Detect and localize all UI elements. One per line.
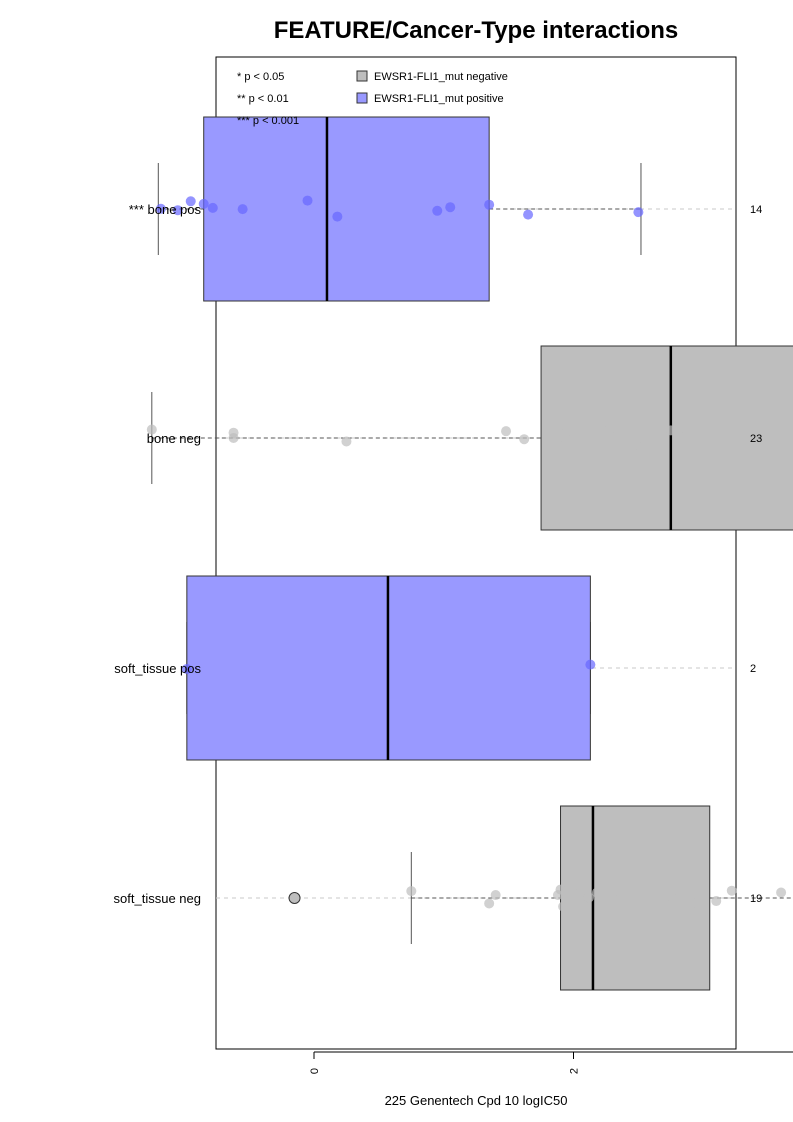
data-point — [574, 887, 585, 898]
chart-title: FEATURE/Cancer-Type interactions — [274, 17, 679, 44]
data-point — [674, 431, 685, 442]
data-point — [185, 196, 196, 207]
data-point — [490, 890, 501, 901]
significance-legend-item: *** p < 0.001 — [237, 115, 299, 127]
data-point — [484, 199, 495, 210]
data-point — [501, 426, 512, 437]
data-point — [633, 207, 644, 218]
data-point — [228, 427, 239, 438]
data-point — [604, 424, 615, 435]
data-point — [332, 211, 343, 222]
x-tick-label: 2 — [569, 1068, 581, 1074]
data-point — [555, 884, 566, 895]
data-point — [207, 202, 218, 213]
data-point — [665, 425, 676, 436]
data-point — [726, 885, 737, 896]
data-point — [691, 898, 702, 909]
x-axis: 0246 — [309, 1051, 793, 1074]
data-point — [198, 198, 209, 209]
significance-legend-item: ** p < 0.01 — [237, 93, 289, 105]
plot-frame — [215, 56, 737, 1050]
data-point — [613, 895, 624, 906]
data-point — [406, 886, 417, 897]
data-point — [155, 203, 166, 214]
legend-item-label: EWSR1-FLI1_mut negative — [374, 71, 508, 83]
legend-swatch — [356, 92, 368, 104]
data-point — [591, 887, 602, 898]
group-count: 19 — [750, 893, 762, 905]
group-label: soft_tissue pos — [114, 661, 201, 676]
data-point — [711, 896, 722, 907]
outlier-point — [288, 892, 301, 904]
significance-legend-item: * p < 0.05 — [237, 71, 284, 83]
data-point — [635, 442, 646, 453]
data-point — [146, 424, 157, 435]
legend-swatch — [356, 70, 368, 82]
data-point — [302, 195, 313, 206]
data-point — [341, 436, 352, 447]
data-point — [776, 887, 787, 898]
group-count: 23 — [750, 433, 762, 445]
label-layer: *** bone pos 14 bone neg 23 soft_tissue pos 2… — [114, 202, 763, 906]
data-point — [562, 426, 573, 437]
data-point — [585, 659, 596, 670]
data-point — [578, 900, 589, 911]
data-point — [432, 205, 443, 216]
box-iqr — [560, 805, 711, 991]
grid-layer — [216, 208, 736, 899]
group-label: soft_tissue neg — [114, 891, 201, 906]
group-label: bone neg — [147, 431, 201, 446]
data-point — [181, 663, 192, 674]
data-point — [584, 892, 595, 903]
x-axis-label: 225 Genentech Cpd 10 logIC50 — [385, 1093, 568, 1108]
data-point — [558, 901, 569, 912]
point-layer — [146, 195, 787, 912]
group-count: 2 — [750, 663, 756, 675]
box-iqr — [540, 345, 793, 531]
data-point — [519, 434, 530, 445]
legend: * p < 0.05 ** p < 0.01 *** p < 0.001 EWSR1-… — [237, 70, 508, 127]
group-label: *** bone pos — [129, 202, 202, 217]
data-point — [552, 432, 563, 443]
x-tick-label: 0 — [309, 1068, 321, 1074]
data-point — [172, 205, 183, 216]
data-point — [484, 898, 495, 909]
data-point — [445, 202, 456, 213]
data-point — [665, 891, 676, 902]
data-point — [523, 209, 534, 220]
box-layer — [151, 116, 793, 991]
group-count: 14 — [750, 204, 762, 216]
data-point — [237, 204, 248, 215]
legend-item-label: EWSR1-FLI1_mut positive — [374, 93, 504, 105]
